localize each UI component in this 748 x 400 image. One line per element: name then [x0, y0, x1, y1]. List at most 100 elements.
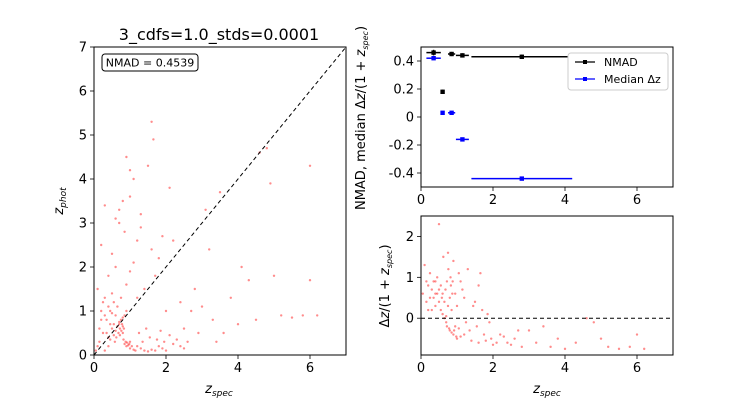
data-point: [208, 248, 211, 251]
data-point: [254, 318, 258, 321]
data-point: [427, 284, 430, 287]
data-point: [103, 296, 107, 299]
data-point: [107, 305, 110, 308]
data-point: [436, 276, 439, 279]
data-point: [115, 336, 118, 339]
data-point: [128, 342, 131, 346]
x-tick-label: 2: [489, 193, 497, 208]
y-tick-label: 1: [79, 305, 87, 320]
data-point: [101, 331, 105, 335]
data-point: [124, 340, 127, 343]
data-point: [200, 305, 204, 308]
data-point: [145, 327, 148, 330]
data-point: [444, 288, 447, 291]
data-point: [193, 287, 196, 291]
data-point: [112, 334, 116, 337]
data-point: [110, 292, 114, 295]
data-point: [125, 283, 128, 286]
data-point: [100, 243, 103, 247]
data-point: [434, 304, 437, 308]
data-point: [445, 321, 448, 324]
data-point: [155, 338, 159, 341]
data-point: [128, 340, 132, 343]
x-tick-label: 2: [162, 361, 170, 376]
data-point: [146, 164, 150, 167]
data-point: [157, 345, 160, 348]
data-point: [101, 301, 105, 304]
data-point: [132, 177, 135, 181]
data-point: [164, 309, 168, 313]
data-point: [98, 327, 101, 330]
data-point: [502, 335, 505, 338]
data-point: [439, 308, 442, 312]
data-point: [473, 300, 477, 304]
errorbar-series: [426, 49, 573, 181]
data-point: [448, 329, 451, 332]
data-point: [136, 239, 139, 242]
data-marker: [440, 89, 445, 94]
y-tick-label: 3: [79, 217, 87, 232]
data-point: [109, 338, 112, 341]
data-point: [643, 347, 646, 351]
data-point: [495, 341, 498, 344]
data-point: [464, 321, 468, 324]
data-point: [121, 199, 125, 203]
data-point: [122, 338, 125, 341]
data-point: [136, 345, 139, 348]
data-point: [109, 309, 112, 313]
data-point: [218, 191, 222, 194]
data-point: [120, 323, 124, 326]
data-marker: [440, 110, 445, 115]
data-point: [290, 316, 294, 319]
data-point: [535, 341, 538, 344]
data-point: [423, 263, 426, 267]
data-point: [265, 147, 268, 150]
scatter-points: [421, 222, 646, 351]
x-axis-label: zspec: [532, 382, 561, 399]
x-tick-label: 2: [489, 361, 497, 376]
y-tick-label: 2: [79, 261, 87, 276]
data-point: [447, 327, 451, 330]
data-point: [128, 169, 132, 172]
data-point: [452, 259, 455, 263]
data-point: [520, 345, 523, 349]
data-point: [316, 314, 319, 317]
data-point: [563, 347, 567, 351]
data-point: [118, 334, 122, 337]
nmad-annotation: NMAD = 0.4539: [101, 53, 199, 72]
data-point: [454, 292, 457, 295]
data-point: [513, 337, 516, 340]
data-point: [159, 329, 162, 332]
data-point: [125, 345, 128, 348]
data-point: [635, 333, 639, 336]
data-marker: [431, 56, 436, 61]
data-point: [556, 337, 559, 340]
x-tick-label: 4: [234, 361, 242, 376]
data-point: [118, 320, 121, 324]
data-point: [449, 276, 452, 279]
nmad-median-panel: 0 2 4 6 -0.4 -0.2 0 0.2 0.4 NMAD Median Δz NMAD…: [354, 26, 674, 210]
data-point: [425, 280, 428, 283]
data-point: [100, 309, 103, 313]
data-point: [94, 349, 98, 352]
legend-nmad: NMAD: [604, 56, 638, 69]
y-axis-ticks: 0 1 2 3 4 5 6 7: [79, 41, 94, 364]
data-point: [481, 308, 484, 312]
data-point: [436, 292, 439, 295]
data-point: [114, 314, 117, 317]
data-point: [229, 296, 232, 299]
data-point: [457, 272, 460, 275]
data-point: [628, 345, 631, 349]
data-point: [161, 235, 164, 238]
data-point: [441, 292, 444, 295]
data-point: [247, 279, 250, 282]
data-point: [132, 261, 135, 264]
data-point: [172, 342, 175, 346]
data-point: [463, 296, 466, 299]
data-point: [434, 292, 437, 295]
data-point: [125, 309, 128, 313]
data-point: [150, 348, 153, 351]
data-point: [128, 347, 132, 350]
data-point: [484, 339, 487, 342]
data-point: [455, 337, 459, 340]
